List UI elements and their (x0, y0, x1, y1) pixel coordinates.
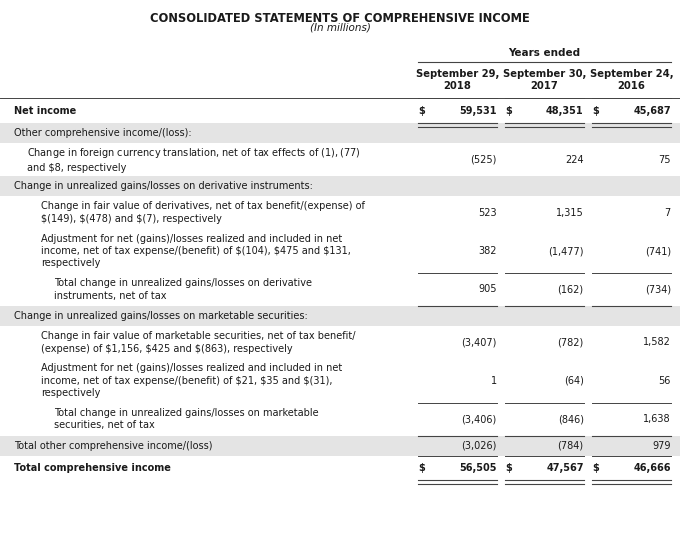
Bar (0, 403, 681, 436)
Bar (0, 176, 681, 196)
Text: 979: 979 (653, 441, 671, 451)
Text: September 29,
2018: September 29, 2018 (415, 69, 499, 91)
Text: Other comprehensive income/(loss):: Other comprehensive income/(loss): (14, 128, 192, 138)
Text: 1,638: 1,638 (643, 414, 671, 424)
Text: 382: 382 (478, 246, 497, 256)
Text: (3,026): (3,026) (461, 441, 497, 451)
Bar (0, 359, 681, 403)
Text: (In millions): (In millions) (310, 23, 371, 32)
Text: Change in foreign currency translation, net of tax effects of $(1), $(77)
and $8: Change in foreign currency translation, … (27, 147, 360, 173)
Text: 59,531: 59,531 (459, 106, 497, 116)
Text: Change in unrealized gains/losses on derivative instruments:: Change in unrealized gains/losses on der… (14, 181, 313, 191)
Text: $: $ (419, 463, 425, 473)
Text: Total comprehensive income: Total comprehensive income (14, 463, 170, 473)
Text: Years ended: Years ended (508, 48, 580, 57)
Text: (846): (846) (557, 414, 583, 424)
Bar (0, 98, 681, 123)
Text: (162): (162) (557, 285, 583, 294)
Text: 56,505: 56,505 (459, 463, 497, 473)
Bar (0, 306, 681, 326)
Text: 56: 56 (659, 376, 671, 386)
Bar (0, 273, 681, 306)
Text: Total change in unrealized gains/losses on derivative
instruments, net of tax: Total change in unrealized gains/losses … (55, 278, 313, 301)
Text: (3,406): (3,406) (462, 414, 497, 424)
Text: $: $ (505, 106, 512, 116)
Text: 224: 224 (565, 155, 583, 164)
Text: September 30,
2017: September 30, 2017 (503, 69, 586, 91)
Text: 523: 523 (478, 208, 497, 217)
Text: $: $ (419, 106, 425, 116)
Bar (0, 326, 681, 359)
Text: September 24,
2016: September 24, 2016 (590, 69, 673, 91)
Text: (782): (782) (557, 338, 583, 347)
Text: 48,351: 48,351 (546, 106, 583, 116)
Text: 46,666: 46,666 (633, 463, 671, 473)
Text: Change in fair value of derivatives, net of tax benefit/(expense) of
$(149), $(4: Change in fair value of derivatives, net… (41, 201, 365, 224)
Text: 47,567: 47,567 (547, 463, 583, 473)
Text: Change in fair value of marketable securities, net of tax benefit/
(expense) of : Change in fair value of marketable secur… (41, 331, 355, 354)
Bar (0, 123, 681, 143)
Text: Adjustment for net (gains)/losses realized and included in net
income, net of ta: Adjustment for net (gains)/losses realiz… (41, 364, 342, 398)
Text: CONSOLIDATED STATEMENTS OF COMPREHENSIVE INCOME: CONSOLIDATED STATEMENTS OF COMPREHENSIVE… (150, 12, 530, 25)
Text: $: $ (592, 463, 599, 473)
Text: Net income: Net income (14, 106, 76, 116)
Text: (784): (784) (557, 441, 583, 451)
Text: (741): (741) (645, 246, 671, 256)
Text: Adjustment for net (gains)/losses realized and included in net
income, net of ta: Adjustment for net (gains)/losses realiz… (41, 234, 351, 268)
Text: (734): (734) (645, 285, 671, 294)
Text: 7: 7 (665, 208, 671, 217)
Bar (0, 196, 681, 229)
Text: 75: 75 (658, 155, 671, 164)
Text: $: $ (592, 106, 599, 116)
Text: Change in unrealized gains/losses on marketable securities:: Change in unrealized gains/losses on mar… (14, 311, 307, 321)
Text: (525): (525) (471, 155, 497, 164)
Bar (0, 229, 681, 273)
Text: (3,407): (3,407) (461, 338, 497, 347)
Bar (0, 436, 681, 456)
Text: $: $ (505, 463, 512, 473)
Bar (0, 456, 681, 480)
Text: (64): (64) (564, 376, 583, 386)
Text: 905: 905 (478, 285, 497, 294)
Text: 1,315: 1,315 (556, 208, 583, 217)
Bar (0, 143, 681, 176)
Text: 45,687: 45,687 (633, 106, 671, 116)
Text: (1,477): (1,477) (549, 246, 583, 256)
Text: 1,582: 1,582 (643, 338, 671, 347)
Text: Total other comprehensive income/(loss): Total other comprehensive income/(loss) (14, 441, 212, 451)
Text: 1: 1 (490, 376, 497, 386)
Text: Total change in unrealized gains/losses on marketable
securities, net of tax: Total change in unrealized gains/losses … (55, 408, 319, 431)
